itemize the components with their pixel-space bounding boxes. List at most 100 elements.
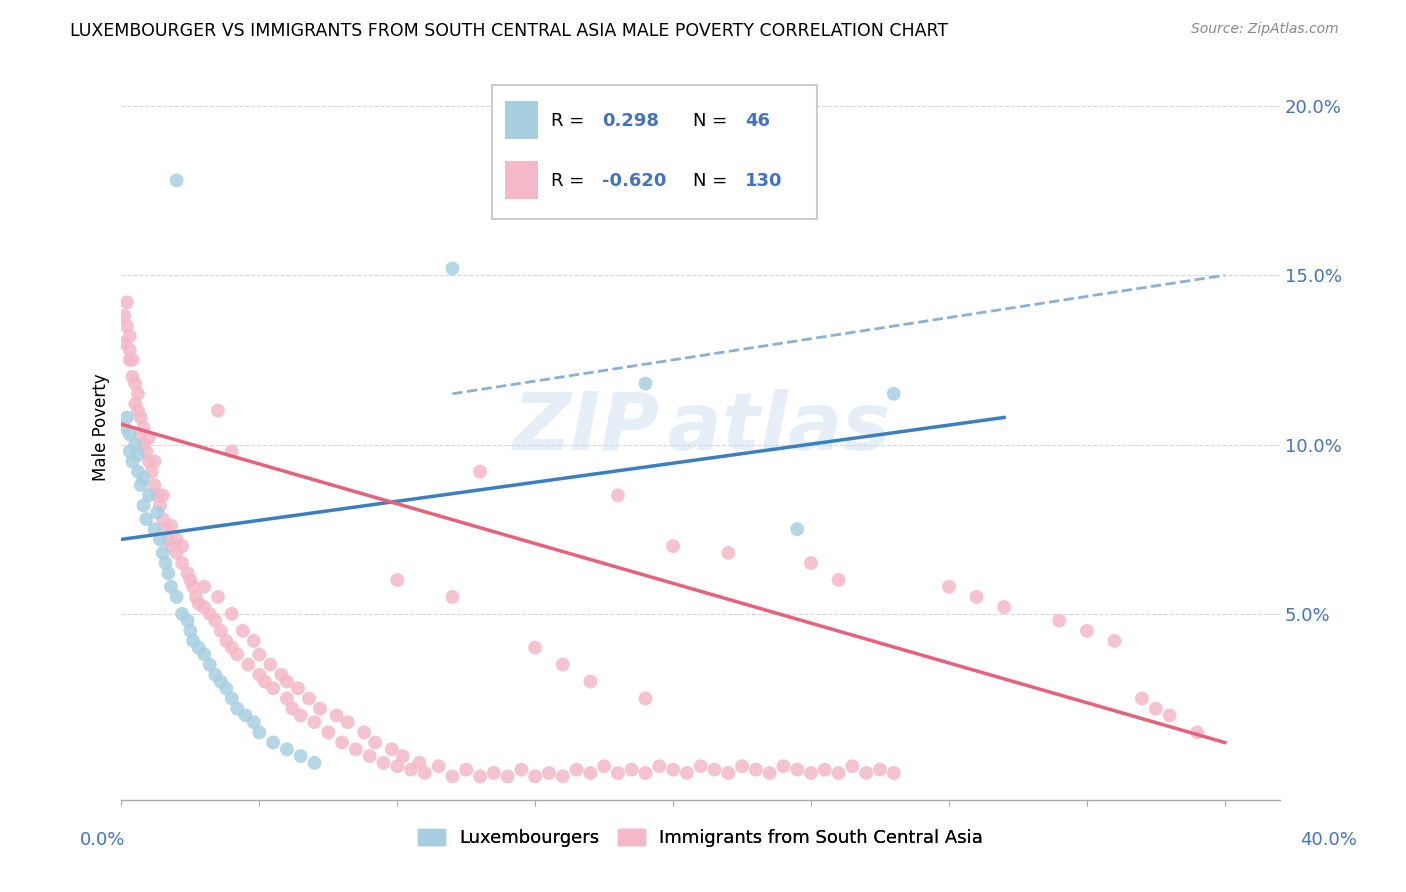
Point (827, 766, 849, 780)
Point (166, 533, 188, 547)
Point (883, 766, 905, 780)
Point (745, 763, 768, 777)
Point (141, 465, 163, 479)
Point (127, 386, 149, 401)
Point (579, 674, 602, 689)
Point (456, 763, 478, 777)
Point (468, 769, 491, 783)
Point (1130, 691, 1153, 706)
Point (408, 756, 430, 770)
Point (814, 763, 837, 777)
Text: Source: ZipAtlas.com: Source: ZipAtlas.com (1191, 22, 1339, 37)
Point (146, 488, 169, 502)
Point (938, 580, 960, 594)
Point (304, 715, 326, 730)
Point (373, 756, 395, 770)
Point (215, 681, 238, 696)
Point (207, 590, 229, 604)
Point (387, 759, 409, 773)
Point (855, 766, 877, 780)
Point (124, 376, 146, 391)
Point (800, 556, 823, 570)
Point (198, 657, 221, 672)
Point (1185, 725, 1208, 739)
Point (160, 539, 183, 553)
Y-axis label: Male Poverty: Male Poverty (93, 374, 110, 482)
Point (1104, 634, 1126, 648)
Point (157, 566, 180, 581)
Point (124, 397, 146, 411)
Text: 40.0%: 40.0% (1301, 831, 1357, 849)
Point (146, 505, 169, 519)
Point (166, 546, 188, 560)
Point (1144, 701, 1167, 715)
Point (179, 573, 201, 587)
Point (166, 590, 188, 604)
Point (290, 708, 312, 723)
Point (1047, 614, 1070, 628)
Point (1076, 624, 1098, 638)
Point (966, 590, 988, 604)
Point (143, 478, 166, 492)
Point (160, 580, 183, 594)
Point (717, 766, 740, 780)
Point (883, 386, 905, 401)
Point (138, 454, 160, 468)
Point (226, 648, 249, 662)
Point (524, 769, 547, 783)
Point (281, 701, 304, 715)
Point (318, 725, 340, 739)
Point (115, 319, 138, 334)
Point (193, 580, 215, 594)
Point (232, 624, 254, 638)
Point (138, 431, 160, 445)
Point (152, 546, 174, 560)
Point (336, 715, 359, 730)
Point (181, 634, 204, 648)
Point (118, 444, 141, 458)
Point (247, 668, 270, 682)
Point (1159, 708, 1181, 723)
Point (149, 533, 172, 547)
Point (176, 566, 198, 581)
Point (193, 648, 215, 662)
Point (381, 742, 404, 756)
Point (662, 763, 685, 777)
Point (786, 763, 808, 777)
Point (703, 763, 725, 777)
Point (149, 499, 172, 513)
Point (138, 488, 160, 502)
Point (648, 759, 671, 773)
Point (235, 708, 257, 723)
Point (118, 343, 141, 357)
Point (112, 335, 135, 350)
Point (118, 427, 141, 442)
Point (221, 691, 243, 706)
Point (841, 759, 863, 773)
Point (689, 759, 711, 773)
Point (468, 465, 491, 479)
Point (193, 600, 215, 615)
Point (593, 759, 616, 773)
Point (135, 512, 157, 526)
Point (152, 512, 174, 526)
Point (187, 640, 209, 655)
Point (869, 763, 891, 777)
Point (112, 309, 135, 323)
Point (124, 437, 146, 451)
Point (993, 600, 1015, 615)
Point (243, 715, 266, 730)
Point (127, 465, 149, 479)
Point (221, 607, 243, 621)
Point (634, 376, 657, 391)
Point (157, 533, 180, 547)
Point (441, 769, 464, 783)
Point (243, 634, 266, 648)
Point (427, 759, 450, 773)
Point (772, 759, 794, 773)
Point (634, 766, 657, 780)
Point (247, 725, 270, 739)
Point (620, 763, 643, 777)
Point (253, 674, 276, 689)
Point (276, 674, 298, 689)
